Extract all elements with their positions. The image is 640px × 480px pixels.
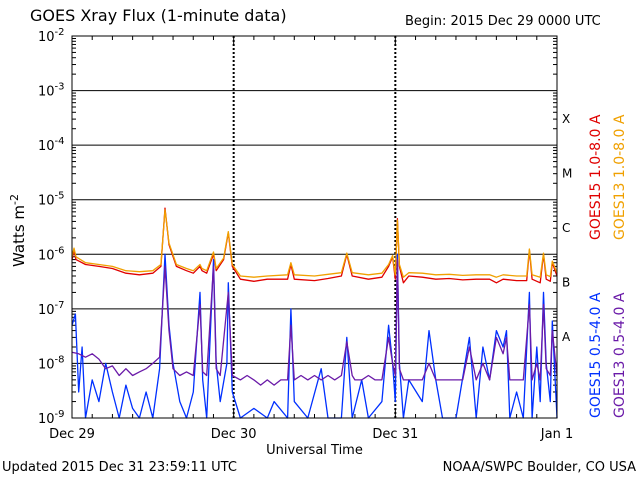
series-line	[71, 253, 558, 419]
x-tick-label: Jan 1	[540, 427, 573, 442]
y-tick-label: 10-4	[38, 136, 65, 154]
flare-class-label: A	[562, 330, 571, 344]
y-tick-label: 10-7	[38, 300, 65, 318]
flare-class-label: X	[562, 112, 570, 126]
y-tick-label: 10-3	[38, 82, 65, 100]
legend-entry: GOES15 1.0-8.0 A	[588, 114, 604, 240]
series-line	[71, 209, 558, 278]
plot-frame	[71, 35, 558, 419]
x-tick-label: Dec 29	[49, 427, 95, 442]
flare-class-label: B	[562, 276, 570, 290]
chart-title: GOES Xray Flux (1-minute data)	[30, 6, 287, 25]
begin-time: Begin: 2015 Dec 29 0000 UTC	[405, 14, 601, 29]
y-tick-label: 10-8	[38, 354, 65, 372]
x-tick-label: Dec 30	[211, 427, 257, 442]
y-tick-label: 10-9	[38, 409, 65, 427]
series-line	[71, 207, 558, 284]
series-line	[71, 258, 558, 386]
legend-entry: GOES15 0.5-4.0 A	[588, 292, 604, 418]
x-axis-label: Universal Time	[266, 443, 363, 458]
flare-class-label: M	[562, 166, 572, 180]
y-tick-label: 10-5	[38, 191, 65, 209]
credit-text: NOAA/SWPC Boulder, CO USA	[442, 460, 636, 475]
y-tick-label: 10-6	[38, 245, 65, 263]
legend-entry: GOES13 1.0-8.0 A	[612, 114, 628, 240]
y-tick-label: 10-2	[38, 27, 65, 45]
x-tick-label: Dec 31	[372, 427, 418, 442]
flare-class-label: C	[562, 221, 570, 235]
updated-timestamp: Updated 2015 Dec 31 23:59:11 UTC	[2, 460, 237, 475]
y-axis-label: Watts m-2	[8, 194, 28, 267]
legend-entry: GOES13 0.5-4.0 A	[612, 292, 628, 418]
